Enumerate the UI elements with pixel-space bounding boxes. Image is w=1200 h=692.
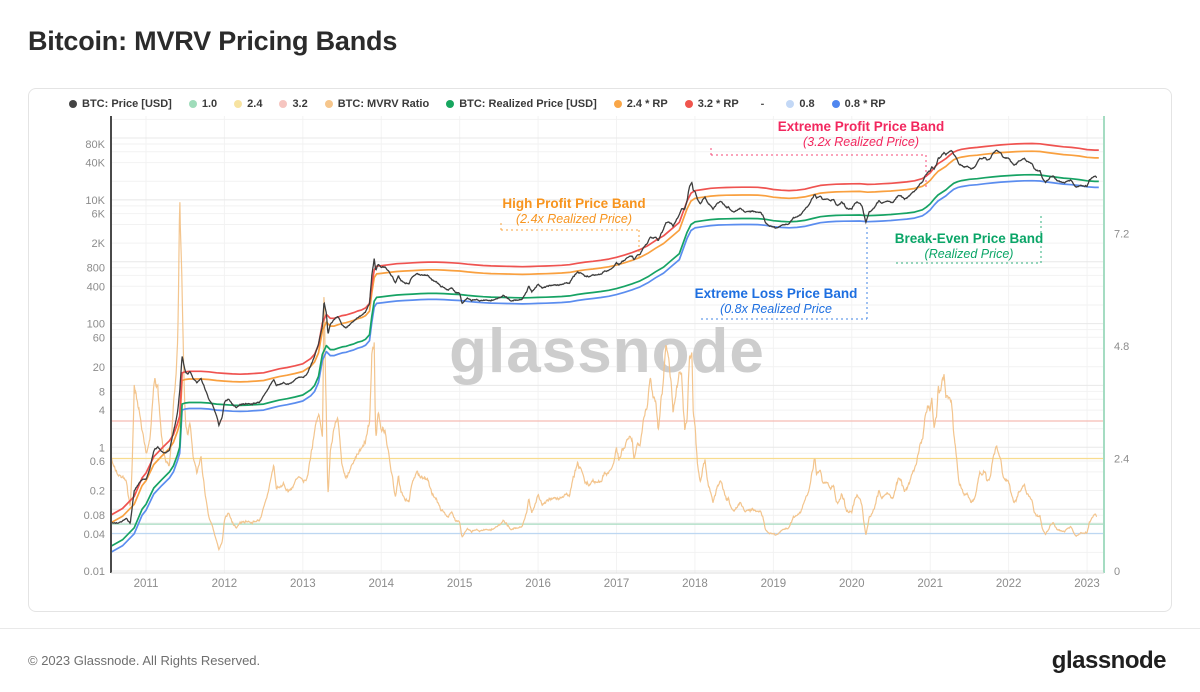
svg-text:2023: 2023	[1074, 578, 1100, 590]
legend-label: 2.4	[247, 98, 263, 110]
svg-text:10K: 10K	[85, 195, 105, 207]
svg-text:8: 8	[99, 386, 105, 398]
legend-item-3.2-rp[interactable]: 3.2 * RP	[684, 98, 739, 110]
legend-dot	[69, 100, 77, 108]
legend-dot	[786, 100, 795, 108]
series-2.4-rp	[111, 150, 1099, 524]
legend-label: 0.8	[799, 98, 815, 110]
watermark: glassnode	[449, 317, 765, 386]
legend-item-3.2[interactable]: 3.2	[279, 98, 308, 110]
svg-text:4: 4	[99, 405, 105, 417]
legend-label: 3.2 * RP	[697, 98, 739, 110]
svg-text:2012: 2012	[212, 578, 238, 590]
glassnode-logo: glassnode	[1051, 646, 1167, 674]
svg-text:0.08: 0.08	[84, 510, 105, 522]
svg-text:400: 400	[87, 281, 105, 293]
legend-dot	[446, 100, 455, 108]
svg-text:2017: 2017	[604, 578, 630, 590]
svg-text:100: 100	[87, 319, 105, 331]
svg-text:7.2: 7.2	[1114, 229, 1129, 241]
legend-label: 2.4 * RP	[626, 98, 668, 110]
legend-dot	[684, 100, 693, 108]
legend-label: -	[760, 98, 765, 110]
svg-text:0: 0	[1114, 566, 1120, 578]
svg-text:2019: 2019	[761, 578, 787, 590]
series-btc-realized-price-usd-	[111, 173, 1099, 548]
legend-dot	[188, 100, 197, 108]
svg-text:0.6: 0.6	[90, 456, 105, 468]
svg-text:2015: 2015	[447, 578, 473, 590]
svg-text:2016: 2016	[525, 578, 551, 590]
legend-item-dash[interactable]: -	[756, 98, 770, 110]
legend-dot	[613, 100, 622, 108]
svg-text:2011: 2011	[134, 578, 159, 590]
legend-item-1.0[interactable]: 1.0	[188, 98, 218, 110]
svg-text:2018: 2018	[682, 578, 708, 590]
svg-text:2.4: 2.4	[1114, 454, 1129, 466]
svg-text:0.01: 0.01	[84, 566, 105, 578]
legend-dot	[279, 100, 288, 108]
series-0.8-rp	[111, 179, 1099, 554]
svg-text:4.8: 4.8	[1114, 341, 1129, 353]
legend-item-btc-mvrv-ratio[interactable]: BTC: MVRV Ratio	[324, 98, 430, 110]
svg-text:0.2: 0.2	[90, 486, 105, 498]
legend-item-2.4-rp[interactable]: 2.4 * RP	[613, 98, 668, 110]
legend-dot	[234, 100, 243, 108]
legend-dot	[324, 100, 333, 108]
legend-item-0.8[interactable]: 0.8	[786, 98, 815, 110]
legend-label: 3.2	[292, 98, 308, 110]
series-group	[111, 142, 1099, 554]
chart-legend: BTC: Price [USD] 1.0 2.4 3.2 BTC: MVRV Ratio…	[69, 98, 886, 110]
page-title: Bitcoin: MVRV Pricing Bands	[28, 26, 398, 56]
svg-text:6K: 6K	[92, 209, 106, 221]
legend-item-0.8-rp[interactable]: 0.8 * RP	[831, 98, 886, 110]
mvrv-reference-lines	[111, 420, 1104, 535]
chart-card: BTC: Price [USD] 1.0 2.4 3.2 BTC: MVRV Ratio…	[28, 88, 1172, 612]
svg-text:800: 800	[87, 263, 105, 275]
svg-text:0.04: 0.04	[84, 529, 105, 541]
legend-item-btc-realized-price-usd[interactable]: BTC: Realized Price [USD]	[446, 98, 597, 110]
annotation-leader-lines	[500, 148, 1042, 320]
footer: © 2023 Glassnode. All Rights Reserved. g…	[0, 628, 1200, 692]
svg-text:2013: 2013	[290, 578, 316, 590]
svg-text:40K: 40K	[85, 158, 105, 170]
svg-text:2022: 2022	[996, 578, 1022, 590]
legend-label: BTC: Price [USD]	[82, 98, 172, 110]
svg-text:2014: 2014	[368, 578, 394, 590]
svg-text:2021: 2021	[917, 578, 943, 590]
series-mvrv-ratio	[111, 202, 1098, 552]
legend-label: BTC: MVRV Ratio	[337, 98, 430, 110]
axes	[110, 116, 1105, 574]
svg-text:20: 20	[93, 362, 105, 374]
grid	[111, 116, 1104, 573]
legend-item-2.4[interactable]: 2.4	[234, 98, 262, 110]
copyright-text: © 2023 Glassnode. All Rights Reserved.	[28, 653, 261, 668]
series-btc-price	[111, 149, 1097, 525]
svg-text:80K: 80K	[85, 139, 105, 151]
legend-label: BTC: Realized Price [USD]	[459, 98, 597, 110]
legend-label: 1.0	[201, 98, 218, 110]
svg-text:2K: 2K	[92, 238, 106, 250]
svg-text:60: 60	[93, 332, 105, 344]
legend-item-btc-price-usd[interactable]: BTC: Price [USD]	[69, 98, 172, 110]
legend-dot	[831, 100, 840, 108]
svg-text:1: 1	[99, 442, 105, 454]
legend-label: 0.8 * RP	[844, 98, 886, 110]
svg-text:2020: 2020	[839, 578, 865, 590]
